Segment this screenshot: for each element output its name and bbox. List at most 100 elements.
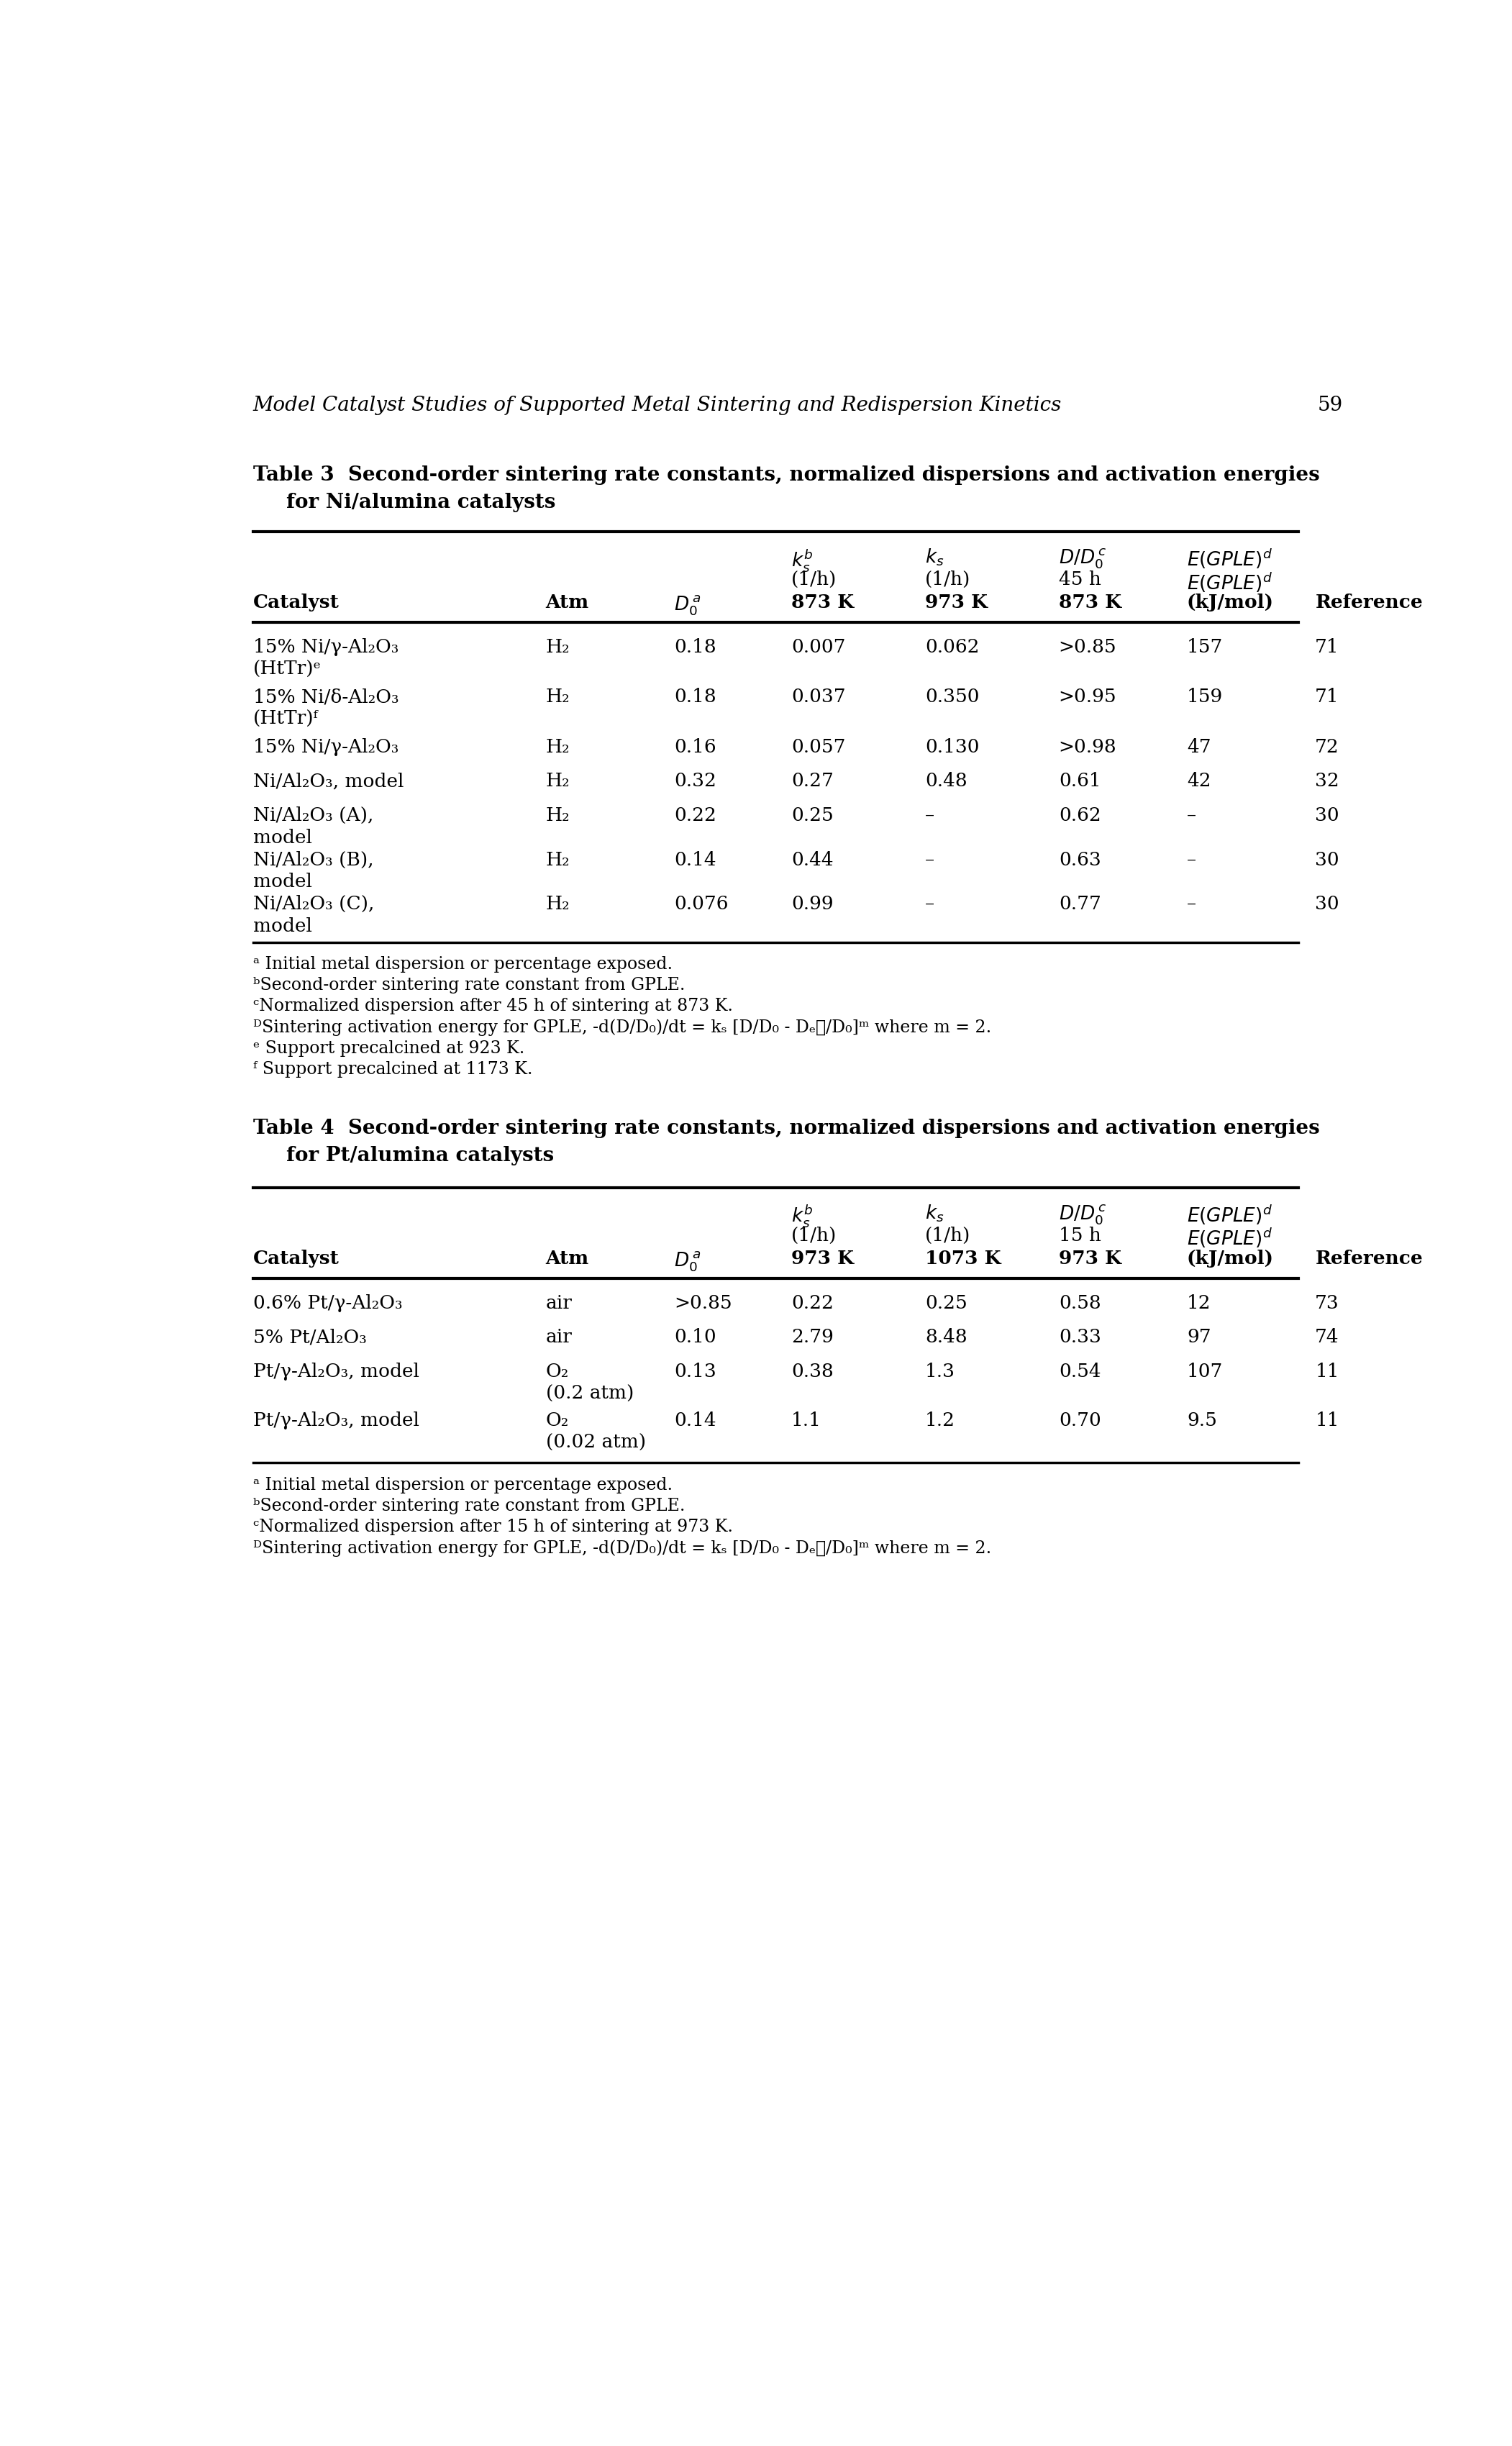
- Text: 15% Ni/γ-Al₂O₃: 15% Ni/γ-Al₂O₃: [253, 638, 399, 656]
- Text: Table 4  Second-order sintering rate constants, normalized dispersions and activ: Table 4 Second-order sintering rate cons…: [253, 1118, 1320, 1137]
- Text: 0.057: 0.057: [791, 739, 845, 756]
- Text: ᵇSecond-order sintering rate constant from GPLE.: ᵇSecond-order sintering rate constant fr…: [253, 1497, 685, 1514]
- Text: 30: 30: [1315, 851, 1340, 868]
- Text: (kJ/mol): (kJ/mol): [1187, 1250, 1275, 1267]
- Text: –: –: [925, 895, 934, 912]
- Text: 0.037: 0.037: [791, 687, 845, 707]
- Text: 873 K: 873 K: [1058, 594, 1122, 612]
- Text: Atm: Atm: [546, 594, 590, 612]
- Text: 0.54: 0.54: [1058, 1362, 1101, 1380]
- Text: >0.95: >0.95: [1058, 687, 1117, 707]
- Text: 0.16: 0.16: [674, 739, 717, 756]
- Text: 0.130: 0.130: [925, 739, 980, 756]
- Text: 0.062: 0.062: [925, 638, 980, 656]
- Text: 0.33: 0.33: [1058, 1328, 1101, 1345]
- Text: 0.18: 0.18: [674, 638, 717, 656]
- Text: 0.007: 0.007: [791, 638, 845, 656]
- Text: (1/h): (1/h): [925, 570, 971, 589]
- Text: 30: 30: [1315, 895, 1340, 912]
- Text: Atm: Atm: [546, 1250, 590, 1267]
- Text: $E(GPLE)^d$: $E(GPLE)^d$: [1187, 570, 1273, 594]
- Text: $k_s^b$: $k_s^b$: [791, 548, 812, 572]
- Text: (1/h): (1/h): [791, 1225, 836, 1245]
- Text: 0.38: 0.38: [791, 1362, 833, 1380]
- Text: 0.25: 0.25: [925, 1294, 968, 1311]
- Text: ᶠ Support precalcined at 1173 K.: ᶠ Support precalcined at 1173 K.: [253, 1062, 532, 1079]
- Text: 2.79: 2.79: [791, 1328, 833, 1345]
- Text: Ni/Al₂O₃ (B),: Ni/Al₂O₃ (B),: [253, 851, 373, 868]
- Text: Pt/γ-Al₂O₃, model: Pt/γ-Al₂O₃, model: [253, 1362, 419, 1380]
- Text: H₂: H₂: [546, 687, 570, 707]
- Text: 5% Pt/Al₂O₃: 5% Pt/Al₂O₃: [253, 1328, 367, 1345]
- Text: >0.85: >0.85: [674, 1294, 732, 1311]
- Text: ᶜNormalized dispersion after 15 h of sintering at 973 K.: ᶜNormalized dispersion after 15 h of sin…: [253, 1519, 733, 1536]
- Text: 0.44: 0.44: [791, 851, 833, 868]
- Text: 0.22: 0.22: [791, 1294, 833, 1311]
- Text: 0.22: 0.22: [674, 807, 717, 824]
- Text: ᶜNormalized dispersion after 45 h of sintering at 873 K.: ᶜNormalized dispersion after 45 h of sin…: [253, 998, 733, 1015]
- Text: (0.02 atm): (0.02 atm): [546, 1433, 646, 1450]
- Text: 42: 42: [1187, 773, 1211, 790]
- Text: $E(GPLE)^d$: $E(GPLE)^d$: [1187, 1225, 1273, 1250]
- Text: –: –: [925, 807, 934, 824]
- Text: ᵇSecond-order sintering rate constant from GPLE.: ᵇSecond-order sintering rate constant fr…: [253, 976, 685, 993]
- Text: model: model: [253, 873, 311, 890]
- Text: 72: 72: [1315, 739, 1340, 756]
- Text: –: –: [1187, 895, 1196, 912]
- Text: 47: 47: [1187, 739, 1211, 756]
- Text: Reference: Reference: [1315, 1250, 1423, 1267]
- Text: Model Catalyst Studies of Supported Metal Sintering and Redispersion Kinetics: Model Catalyst Studies of Supported Meta…: [253, 396, 1061, 416]
- Text: Catalyst: Catalyst: [253, 1250, 339, 1267]
- Text: H₂: H₂: [546, 895, 570, 912]
- Text: 15% Ni/γ-Al₂O₃: 15% Ni/γ-Al₂O₃: [253, 739, 399, 756]
- Text: –: –: [1187, 851, 1196, 868]
- Text: 0.62: 0.62: [1058, 807, 1101, 824]
- Text: (kJ/mol): (kJ/mol): [1187, 594, 1275, 612]
- Text: 107: 107: [1187, 1362, 1223, 1380]
- Text: 32: 32: [1315, 773, 1340, 790]
- Text: $D_0^{\,a}$: $D_0^{\,a}$: [674, 594, 702, 616]
- Text: $k_s$: $k_s$: [925, 1203, 943, 1223]
- Text: ᴰSintering activation energy for GPLE, -d(D/D₀)/dt = kₛ [D/D₀ - Dₑᨏ/D₀]ᵐ where m: ᴰSintering activation energy for GPLE, -…: [253, 1020, 992, 1037]
- Text: Ni/Al₂O₃ (A),: Ni/Al₂O₃ (A),: [253, 807, 373, 824]
- Text: 0.63: 0.63: [1058, 851, 1101, 868]
- Text: 157: 157: [1187, 638, 1223, 656]
- Text: Pt/γ-Al₂O₃, model: Pt/γ-Al₂O₃, model: [253, 1411, 419, 1428]
- Text: 973 K: 973 K: [791, 1250, 854, 1267]
- Text: 8.48: 8.48: [925, 1328, 968, 1345]
- Text: 0.25: 0.25: [791, 807, 833, 824]
- Text: 0.32: 0.32: [674, 773, 717, 790]
- Text: $k_s$: $k_s$: [925, 548, 943, 567]
- Text: H₂: H₂: [546, 739, 570, 756]
- Text: 1.2: 1.2: [925, 1411, 956, 1428]
- Text: 873 K: 873 K: [791, 594, 854, 612]
- Text: 0.18: 0.18: [674, 687, 717, 707]
- Text: 0.48: 0.48: [925, 773, 968, 790]
- Text: 973 K: 973 K: [1058, 1250, 1122, 1267]
- Text: 0.13: 0.13: [674, 1362, 717, 1380]
- Text: 73: 73: [1315, 1294, 1340, 1311]
- Text: 59: 59: [1317, 396, 1343, 416]
- Text: (0.2 atm): (0.2 atm): [546, 1384, 634, 1404]
- Text: $k_s^b$: $k_s^b$: [791, 1203, 812, 1228]
- Text: 0.77: 0.77: [1058, 895, 1101, 912]
- Text: O₂: O₂: [546, 1411, 569, 1428]
- Text: >0.98: >0.98: [1058, 739, 1117, 756]
- Text: air: air: [546, 1294, 573, 1311]
- Text: 9.5: 9.5: [1187, 1411, 1217, 1428]
- Text: Ni/Al₂O₃ (C),: Ni/Al₂O₃ (C),: [253, 895, 375, 912]
- Text: 0.14: 0.14: [674, 851, 717, 868]
- Text: $E(GPLE)^d$: $E(GPLE)^d$: [1187, 548, 1273, 570]
- Text: 159: 159: [1187, 687, 1223, 707]
- Text: 11: 11: [1315, 1362, 1340, 1380]
- Text: 15% Ni/δ-Al₂O₃: 15% Ni/δ-Al₂O₃: [253, 687, 399, 707]
- Text: 0.6% Pt/γ-Al₂O₃: 0.6% Pt/γ-Al₂O₃: [253, 1294, 402, 1311]
- Text: ᵃ Initial metal dispersion or percentage exposed.: ᵃ Initial metal dispersion or percentage…: [253, 1477, 673, 1495]
- Text: H₂: H₂: [546, 638, 570, 656]
- Text: H₂: H₂: [546, 851, 570, 868]
- Text: 0.58: 0.58: [1058, 1294, 1101, 1311]
- Text: >0.85: >0.85: [1058, 638, 1117, 656]
- Text: 0.14: 0.14: [674, 1411, 717, 1428]
- Text: for Ni/alumina catalysts: for Ni/alumina catalysts: [287, 494, 556, 511]
- Text: Reference: Reference: [1315, 594, 1423, 612]
